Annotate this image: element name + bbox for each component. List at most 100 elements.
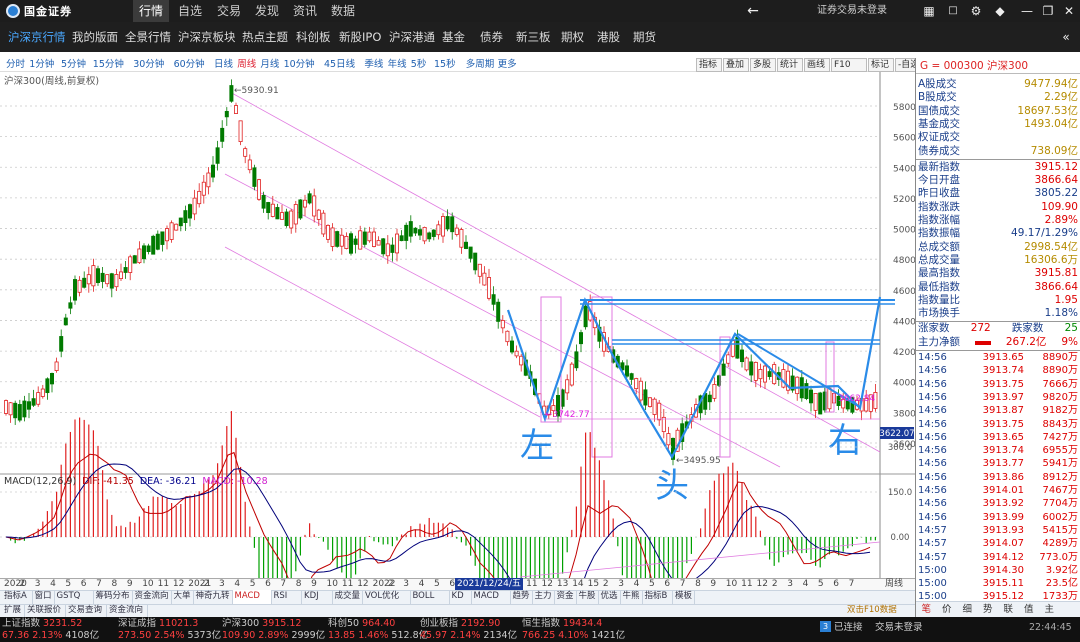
tab-connect[interactable]: 沪深港通 bbox=[389, 30, 435, 44]
tab-neeq[interactable]: 新三板 bbox=[516, 30, 551, 44]
chart-tool-button-2[interactable]: 多股 bbox=[750, 58, 776, 72]
candle-body-56 bbox=[261, 195, 266, 209]
period-1[interactable]: 1分钟 bbox=[29, 59, 55, 70]
chart-tool-button-5[interactable]: F10 bbox=[831, 58, 867, 72]
period-6[interactable]: 日线 bbox=[214, 59, 234, 70]
tab-ipo[interactable]: 新股IPO bbox=[339, 30, 382, 44]
tick-row: 14:56 3914.01 7467万 bbox=[918, 484, 1078, 497]
login-status[interactable]: 证券交易未登录 bbox=[817, 5, 887, 16]
indicator-tab-0[interactable]: 指标A bbox=[2, 590, 33, 604]
tab-hk[interactable]: 港股 bbox=[597, 30, 620, 44]
indicator-tab-11[interactable]: VOL优化 bbox=[363, 590, 411, 604]
quote-footer-tab-3[interactable]: 势 bbox=[982, 604, 993, 615]
indicator-tab-13[interactable]: KD bbox=[450, 590, 472, 604]
close-icon[interactable]: ✕ bbox=[1063, 4, 1075, 18]
collapse-icon[interactable]: « bbox=[1062, 30, 1070, 44]
period-9[interactable]: 10分钟 bbox=[283, 59, 315, 70]
menu-market[interactable]: 行情 bbox=[133, 0, 169, 22]
tab-hot-topics[interactable]: 热点主题 bbox=[242, 30, 288, 44]
period-3[interactable]: 15分钟 bbox=[92, 59, 124, 70]
menu-watchlist[interactable]: 自选 bbox=[178, 4, 203, 18]
tab-hushenjing[interactable]: 沪深京行情 bbox=[8, 30, 66, 44]
indicator-tab-16[interactable]: 主力 bbox=[533, 590, 555, 604]
index-ticker-5[interactable]: 恒生指数 19434.4 bbox=[522, 618, 602, 629]
index-ticker-3[interactable]: 科创50 964.40 bbox=[328, 618, 395, 629]
indicator-tab-19[interactable]: 优选 bbox=[599, 590, 621, 604]
indicator-tab-8[interactable]: RSI bbox=[272, 590, 302, 604]
gear-icon[interactable]: ⚙ bbox=[970, 4, 982, 18]
quote-footer-tab-6[interactable]: 主 bbox=[1044, 604, 1054, 615]
period-8[interactable]: 月线 bbox=[260, 59, 280, 70]
tab-funds[interactable]: 基金 bbox=[442, 30, 465, 44]
indicator-tab2-3[interactable]: 资金流向 bbox=[107, 604, 148, 617]
chart-tool-button-4[interactable]: 画线 bbox=[804, 58, 830, 72]
chart-tool-button-6[interactable]: 标记 bbox=[868, 58, 894, 72]
indicator-tab-7[interactable]: MACD bbox=[232, 590, 272, 604]
tab-options[interactable]: 期权 bbox=[561, 30, 584, 44]
indicator-tab-20[interactable]: 牛熊 bbox=[621, 590, 643, 604]
indicator-tab-9[interactable]: KDJ bbox=[302, 590, 333, 604]
period-14[interactable]: 15秒 bbox=[434, 59, 456, 70]
indicator-tab2-1[interactable]: 关联报价 bbox=[25, 604, 66, 617]
indicator-tab-12[interactable]: BOLL bbox=[411, 590, 450, 604]
period-16[interactable]: 更多 bbox=[497, 59, 517, 70]
grid-icon[interactable]: ▦ bbox=[923, 4, 935, 18]
period-13[interactable]: 5秒 bbox=[410, 59, 427, 70]
indicator-tab-5[interactable]: 大单 bbox=[172, 590, 194, 604]
period-0[interactable]: 分时 bbox=[6, 59, 26, 70]
tab-star-market[interactable]: 科创板 bbox=[296, 30, 331, 44]
indicator-tab-21[interactable]: 指标B bbox=[643, 590, 673, 604]
quote-code-line[interactable]: G = 000300 沪深300 bbox=[916, 58, 1080, 74]
tab-futures[interactable]: 期货 bbox=[633, 30, 656, 44]
menu-news[interactable]: 资讯 bbox=[293, 4, 318, 18]
indicator-tab-3[interactable]: 筹码分布 bbox=[94, 590, 133, 604]
period-10[interactable]: 45日线 bbox=[324, 59, 356, 70]
tab-bonds[interactable]: 债券 bbox=[480, 30, 503, 44]
minimize-icon[interactable]: — bbox=[1021, 4, 1033, 18]
period-11[interactable]: 季线 bbox=[364, 59, 384, 70]
quote-footer-tab-0[interactable]: 笔 bbox=[921, 604, 931, 615]
index-ticker-2[interactable]: 沪深300 3915.12 bbox=[222, 618, 301, 629]
trade-login-status[interactable]: 交易未登录 bbox=[875, 622, 923, 633]
quote-footer-tab-2[interactable]: 细 bbox=[962, 604, 972, 615]
menu-data[interactable]: 数据 bbox=[331, 4, 356, 18]
menu-discover[interactable]: 发现 bbox=[255, 4, 280, 18]
indicator-tab2-0[interactable]: 扩展 bbox=[2, 604, 25, 617]
indicator-tab-6[interactable]: 神奇九转 bbox=[194, 590, 233, 604]
chart-tool-button-1[interactable]: 叠加 bbox=[723, 58, 749, 72]
tab-my-layout[interactable]: 我的版面 bbox=[72, 30, 118, 44]
period-7[interactable]: 周线 bbox=[237, 59, 257, 70]
period-4[interactable]: 30分钟 bbox=[133, 59, 165, 70]
indicator-tab2-2[interactable]: 交易查询 bbox=[66, 604, 107, 617]
font-icon[interactable]: □ bbox=[948, 5, 958, 16]
indicator-tab-14[interactable]: MACD bbox=[472, 590, 511, 604]
indicator-tab-22[interactable]: 模板 bbox=[673, 590, 695, 604]
index-ticker-0[interactable]: 上证指数 3231.52 bbox=[2, 618, 82, 629]
quote-footer-tab-4[interactable]: 联 bbox=[1003, 604, 1013, 615]
indicator-tab-2[interactable]: GSTQ bbox=[55, 590, 94, 604]
indicator-tab-18[interactable]: 牛股 bbox=[577, 590, 599, 604]
period-2[interactable]: 5分钟 bbox=[61, 59, 87, 70]
period-5[interactable]: 60分钟 bbox=[173, 59, 205, 70]
back-arrow-icon[interactable]: ← bbox=[747, 3, 759, 19]
period-12[interactable]: 年线 bbox=[387, 59, 407, 70]
indicator-tab-17[interactable]: 资金 bbox=[555, 590, 577, 604]
tab-panorama[interactable]: 全景行情 bbox=[125, 30, 171, 44]
indicator-tab-10[interactable]: 成交量 bbox=[333, 590, 363, 604]
f10-hint[interactable]: 双击F10数据 bbox=[847, 605, 897, 615]
chart-tool-button-0[interactable]: 指标 bbox=[696, 58, 722, 72]
chart-tool-button-3[interactable]: 统计 bbox=[777, 58, 803, 72]
indicator-tab-4[interactable]: 资金流向 bbox=[133, 590, 172, 604]
index-ticker-1[interactable]: 深证成指 11021.3 bbox=[118, 618, 198, 629]
indicator-tab-1[interactable]: 窗口 bbox=[33, 590, 55, 604]
tab-sector[interactable]: 沪深京板块 bbox=[178, 30, 236, 44]
restore-icon[interactable]: ❐ bbox=[1042, 4, 1054, 18]
quote-footer-tab-1[interactable]: 价 bbox=[941, 604, 952, 615]
index-ticker-4[interactable]: 创业板指 2192.90 bbox=[420, 618, 500, 629]
shirt-icon[interactable]: ◆ bbox=[995, 4, 1005, 18]
indicator-tab-15[interactable]: 趋势 bbox=[511, 590, 533, 604]
period-15[interactable]: 多周期 bbox=[465, 59, 495, 70]
menu-trade[interactable]: 交易 bbox=[217, 4, 242, 18]
quote-footer-tab-5[interactable]: 值 bbox=[1023, 604, 1034, 615]
kline-chart[interactable]: 5800 5600 5400 5200 5000 4800 4600 4400 4200 4000… bbox=[0, 72, 915, 578]
